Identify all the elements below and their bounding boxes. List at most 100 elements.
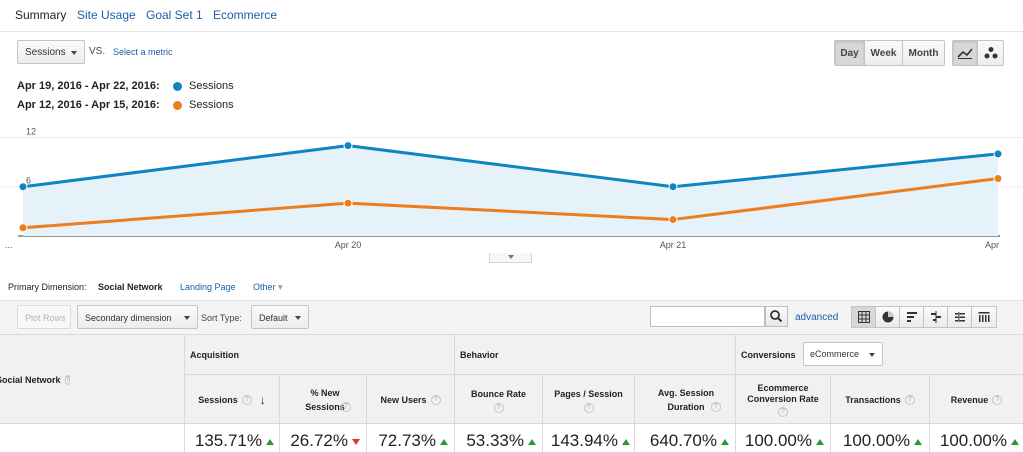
y-tick-label: 12 [26,126,36,136]
column-header-bounce-rate[interactable]: Bounce Rate? [455,375,542,424]
tab-summary[interactable]: Summary [15,8,67,22]
conversions-goal-dropdown[interactable]: eCommerce [803,342,883,366]
dimension-other-label: Other [253,282,276,292]
total-bounce-rate: 53.33% [466,431,536,451]
line-chart-icon [957,48,973,59]
column-divider [735,425,736,452]
chevron-down-icon: ▾ [278,282,283,292]
collapse-chart-handle[interactable] [489,253,532,263]
legend-series-name: Sessions [189,80,234,92]
search-button[interactable] [765,306,788,327]
granularity-toggle: Day Week Month [834,40,945,66]
help-icon[interactable]: ? [241,394,252,405]
series-line [22,177,999,230]
table-view-toggle [851,306,997,328]
data-point [668,215,678,225]
column-header-label: Revenue [950,394,989,405]
trend-up-icon [914,438,922,445]
column-header-transactions[interactable]: Transactions? [831,375,929,424]
advanced-filter-link[interactable]: advanced [795,312,839,323]
help-icon[interactable]: ? [341,401,351,412]
total-pct-new-sessions: 26.72% [290,431,360,451]
help-icon[interactable]: ? [904,394,915,405]
dimension-other[interactable]: Other ▾ [253,282,283,293]
term-cloud-view-button[interactable] [948,307,972,327]
table-search-input[interactable] [650,306,765,327]
trend-up-icon [816,438,824,445]
help-icon[interactable]: ? [711,401,721,412]
comparison-icon [930,311,941,323]
data-point [18,223,28,233]
tab-goal-set-1[interactable]: Goal Set 1 [146,8,203,22]
trend-up-icon [1011,438,1019,445]
help-icon[interactable]: ? [992,394,1003,405]
help-icon[interactable]: ? [430,394,441,405]
select-metric-link[interactable]: Select a metric [113,47,173,57]
percentage-view-button[interactable] [876,307,900,327]
column-divider [929,375,930,425]
dimension-social-network[interactable]: Social Network [98,282,163,292]
plot-rows-button[interactable]: Plot Rows [17,305,71,329]
data-point [993,174,1003,183]
column-divider [279,425,280,452]
help-icon[interactable]: ? [64,375,71,385]
column-divider [830,375,831,425]
legend-series-name: Sessions [189,99,234,111]
column-header-avg-session-duration[interactable]: Avg. Session Duration? [635,375,735,424]
y-tick-label: 6 [26,176,31,186]
metric-dropdown[interactable]: Sessions [17,40,85,64]
motion-chart-button[interactable] [978,41,1003,65]
dimension-landing-page[interactable]: Landing Page [180,282,236,292]
chevron-down-icon [295,316,301,320]
week-button[interactable]: Week [865,41,903,65]
data-view-button[interactable] [852,307,876,327]
pivot-view-button[interactable] [972,307,996,327]
line-chart-button[interactable] [953,41,978,65]
search-icon [770,310,783,323]
column-header-pct-new-sessions[interactable]: % New Sessions? [280,375,366,424]
column-header-revenue[interactable]: Revenue? [930,375,1023,424]
column-divider [735,335,736,425]
totals-row: 135.71% 26.72% 72.73% 53.33% 143.94% 640… [0,425,1023,452]
trend-down-icon [352,438,360,445]
column-header-new-users[interactable]: New Users? [367,375,454,424]
group-acquisition: Acquisition [190,350,239,360]
column-header-label: % New Sessions [305,387,345,412]
x-tick-label: Apr 20 [335,240,362,250]
data-point [668,182,678,192]
column-header-sessions[interactable]: Sessions? ↓ [185,375,279,424]
total-value: 135.71% [194,431,262,450]
day-button[interactable]: Day [835,41,865,65]
column-divider [279,375,280,425]
trend-up-icon [622,438,630,445]
x-tick-label: ... [5,240,13,250]
column-header-social-network[interactable]: Social Network? [0,365,71,395]
tab-ecommerce[interactable]: Ecommerce [213,8,278,22]
column-header-pages-session[interactable]: Pages / Session? [543,375,634,424]
chevron-down-icon [184,316,190,320]
trend-up-icon [528,438,536,445]
total-new-users: 72.73% [378,431,448,451]
column-header-label: Sessions [198,394,238,405]
month-button[interactable]: Month [908,47,939,59]
column-divider [366,425,367,452]
sort-type-dropdown[interactable]: Default [251,305,309,329]
legend-dot-icon [173,101,182,110]
bar-chart-icon [906,312,917,322]
help-icon[interactable]: ? [493,402,504,413]
total-avg-session-duration: 640.70% [650,431,729,451]
report-tabs: Summary Site Usage Goal Set 1 Ecommerce [0,0,1023,32]
help-icon[interactable]: ? [583,402,594,413]
legend-range: Apr 12, 2016 - Apr 15, 2016: [17,99,160,111]
secondary-dimension-dropdown[interactable]: Secondary dimension [77,305,198,329]
total-value: 640.70% [649,431,717,450]
help-icon[interactable]: ? [778,406,788,417]
sort-descending-icon[interactable]: ↓ [259,392,266,407]
performance-view-button[interactable] [900,307,924,327]
column-header-ecommerce-conversion-rate[interactable]: Ecommerce Conversion Rate? [736,375,830,424]
x-tick-label: Apr [985,240,999,250]
x-tick-label: Apr 21 [660,240,687,250]
tab-site-usage[interactable]: Site Usage [77,8,136,22]
total-value: 26.72% [290,431,348,450]
comparison-view-button[interactable] [924,307,948,327]
